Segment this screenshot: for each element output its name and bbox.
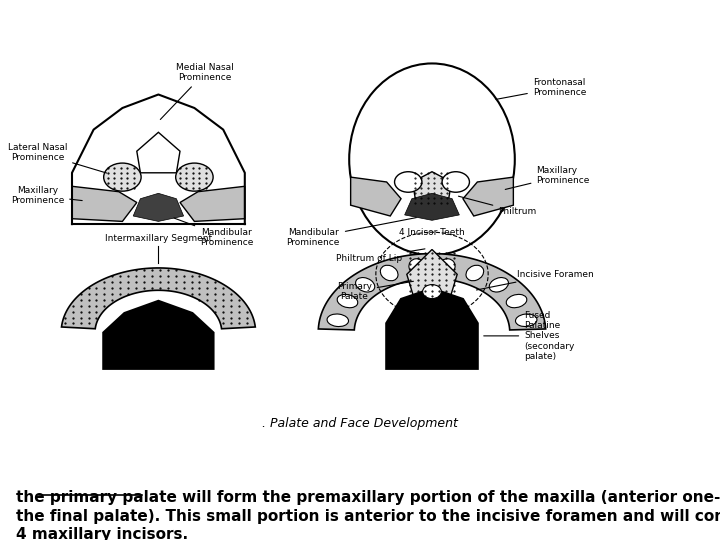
Text: Maxillary
Prominence: Maxillary Prominence — [11, 186, 82, 205]
Ellipse shape — [327, 314, 348, 327]
Circle shape — [176, 163, 213, 191]
Text: Philtrum: Philtrum — [459, 196, 536, 216]
Ellipse shape — [516, 314, 537, 327]
Text: Mandibular
Prominence: Mandibular Prominence — [174, 218, 253, 247]
Ellipse shape — [349, 64, 515, 255]
Ellipse shape — [490, 278, 508, 292]
Text: 4 maxillary incisors.: 4 maxillary incisors. — [16, 527, 188, 540]
Text: Mandibular
Prominence: Mandibular Prominence — [287, 218, 416, 247]
Text: Lateral Nasal
Prominence: Lateral Nasal Prominence — [8, 143, 107, 173]
Ellipse shape — [506, 294, 527, 308]
Text: Maxillary
Prominence: Maxillary Prominence — [505, 166, 590, 190]
Polygon shape — [351, 177, 401, 216]
Text: Incisive Foramen: Incisive Foramen — [477, 270, 594, 290]
Circle shape — [395, 172, 422, 192]
Text: Philtrum of Lip: Philtrum of Lip — [336, 249, 425, 263]
Polygon shape — [463, 177, 513, 216]
Polygon shape — [405, 193, 459, 220]
Ellipse shape — [409, 259, 426, 275]
Text: Intermaxillary Segment: Intermaxillary Segment — [105, 234, 212, 243]
Text: Primary
Palate: Primary Palate — [337, 281, 413, 301]
Ellipse shape — [380, 265, 398, 281]
Text: the primary palate will form the premaxillary portion of the maxilla (anterior o: the primary palate will form the premaxi… — [16, 490, 720, 505]
Polygon shape — [180, 186, 245, 221]
Circle shape — [442, 172, 469, 192]
Text: the final palate). This small portion is anterior to the incisive foramen and wi: the final palate). This small portion is… — [16, 509, 720, 524]
Circle shape — [423, 285, 441, 299]
Polygon shape — [102, 300, 215, 370]
Polygon shape — [61, 268, 256, 329]
Text: Frontonasal
Prominence: Frontonasal Prominence — [496, 78, 586, 99]
Ellipse shape — [337, 294, 358, 308]
Text: Medial Nasal
Prominence: Medial Nasal Prominence — [161, 63, 234, 119]
Ellipse shape — [356, 278, 374, 292]
Polygon shape — [318, 254, 546, 330]
Polygon shape — [137, 132, 180, 173]
Circle shape — [104, 163, 141, 191]
Text: Fused
Palatine
Shelves
(secondary
palate): Fused Palatine Shelves (secondary palate… — [484, 310, 575, 361]
Text: . Palate and Face Development: . Palate and Face Development — [262, 417, 458, 430]
Polygon shape — [385, 287, 479, 370]
Ellipse shape — [466, 265, 484, 281]
Ellipse shape — [438, 259, 455, 275]
Polygon shape — [133, 193, 184, 221]
Polygon shape — [72, 186, 137, 221]
Polygon shape — [413, 172, 451, 204]
Polygon shape — [407, 249, 457, 298]
Text: 4 Incisor Teeth: 4 Incisor Teeth — [399, 227, 465, 237]
